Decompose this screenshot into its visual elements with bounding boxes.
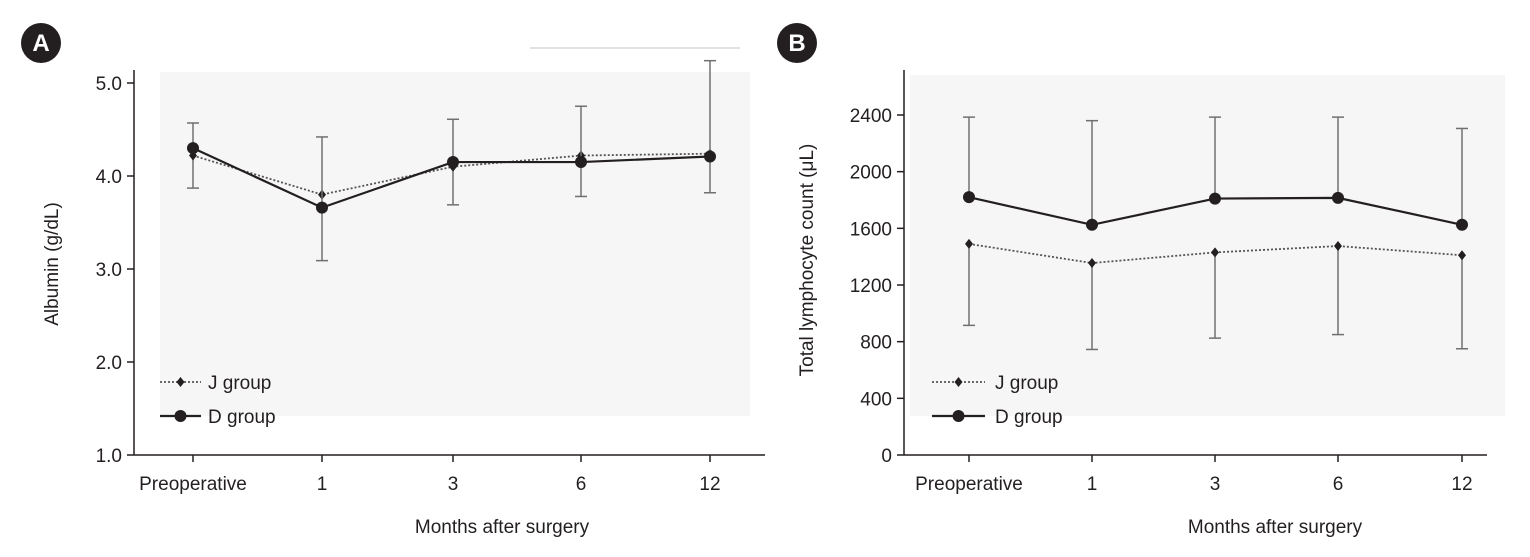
panel-label-b: B <box>788 30 805 57</box>
d-group-point-b <box>1209 192 1221 205</box>
y-tick-label-a: 2.0 <box>96 353 122 374</box>
y-tick-label-b: 400 <box>860 389 892 410</box>
plot-background-b <box>910 75 1505 416</box>
x-axis-title-b: Months after surgery <box>1188 517 1363 538</box>
legend-swatch-marker-j-group-a <box>176 377 185 387</box>
legend-label-j-group-b: J group <box>995 373 1058 394</box>
x-tick-label-a: 6 <box>576 474 587 495</box>
x-tick-label-b: 12 <box>1451 474 1472 495</box>
x-tick-label-b: Preoperative <box>915 474 1023 495</box>
y-tick-label-b: 1600 <box>850 219 892 240</box>
legend-label-j-group-a: J group <box>208 373 271 394</box>
legend-label-d-group-a: D group <box>208 407 276 428</box>
panel-label-badge-a <box>21 23 61 63</box>
legend-swatch-marker-j-group-b <box>954 377 963 387</box>
legend-label-d-group-b: D group <box>995 407 1063 428</box>
d-group-point-a <box>187 142 199 155</box>
d-group-point-b <box>963 191 975 204</box>
d-group-point-a <box>704 150 716 163</box>
panel-label-badge-b <box>777 23 817 63</box>
x-tick-label-b: 3 <box>1210 474 1221 495</box>
j-group-point-b <box>1458 250 1466 261</box>
j-group-point-b <box>965 238 973 249</box>
y-tick-label-a: 5.0 <box>96 74 122 95</box>
j-group-point-b <box>1334 241 1342 252</box>
x-tick-label-a: 1 <box>317 474 328 495</box>
j-group-point-b <box>1088 258 1096 269</box>
chart-panel-b: B 0 400 800 1200 1600 2000 2400 Preoperative 1 3 6… <box>777 23 1505 538</box>
x-tick-label-b: 6 <box>1333 474 1344 495</box>
x-tick-label-a: 12 <box>699 474 720 495</box>
legend-swatch-marker-d-group-a <box>174 410 187 422</box>
y-tick-label-b: 0 <box>881 446 892 467</box>
d-group-point-a <box>447 156 459 169</box>
plot-background-a <box>160 72 750 416</box>
j-group-line-b <box>968 243 1463 264</box>
y-tick-label-b: 1200 <box>850 276 892 297</box>
y-tick-label-b: 2400 <box>850 106 892 127</box>
y-axis-title-b: Total lymphocyte count (μL) <box>797 144 818 377</box>
y-tick-label-a: 3.0 <box>96 260 122 281</box>
d-group-point-a <box>316 201 328 214</box>
y-axis-title-a: Albumin (g/dL) <box>42 202 63 326</box>
d-group-point-b <box>1456 218 1468 231</box>
panel-label-a: A <box>32 30 49 57</box>
legend-swatch-marker-d-group-b <box>952 410 965 422</box>
x-tick-label-a: Preoperative <box>139 474 247 495</box>
y-tick-label-a: 4.0 <box>96 167 122 188</box>
x-axis-title-a: Months after surgery <box>415 517 590 538</box>
d-group-point-b <box>1086 218 1098 231</box>
y-tick-label-a: 1.0 <box>96 446 122 467</box>
d-group-point-a <box>575 156 587 169</box>
x-tick-label-b: 1 <box>1087 474 1098 495</box>
j-group-point-b <box>1211 247 1219 258</box>
chart-panel-a: A 1.0 2.0 3.0 4.0 5.0 Preoperative 1 3 6 12 Month… <box>21 23 765 538</box>
y-tick-label-b: 2000 <box>850 163 892 184</box>
d-group-point-b <box>1332 191 1344 204</box>
y-tick-label-b: 800 <box>860 333 892 354</box>
x-tick-label-a: 3 <box>448 474 459 495</box>
